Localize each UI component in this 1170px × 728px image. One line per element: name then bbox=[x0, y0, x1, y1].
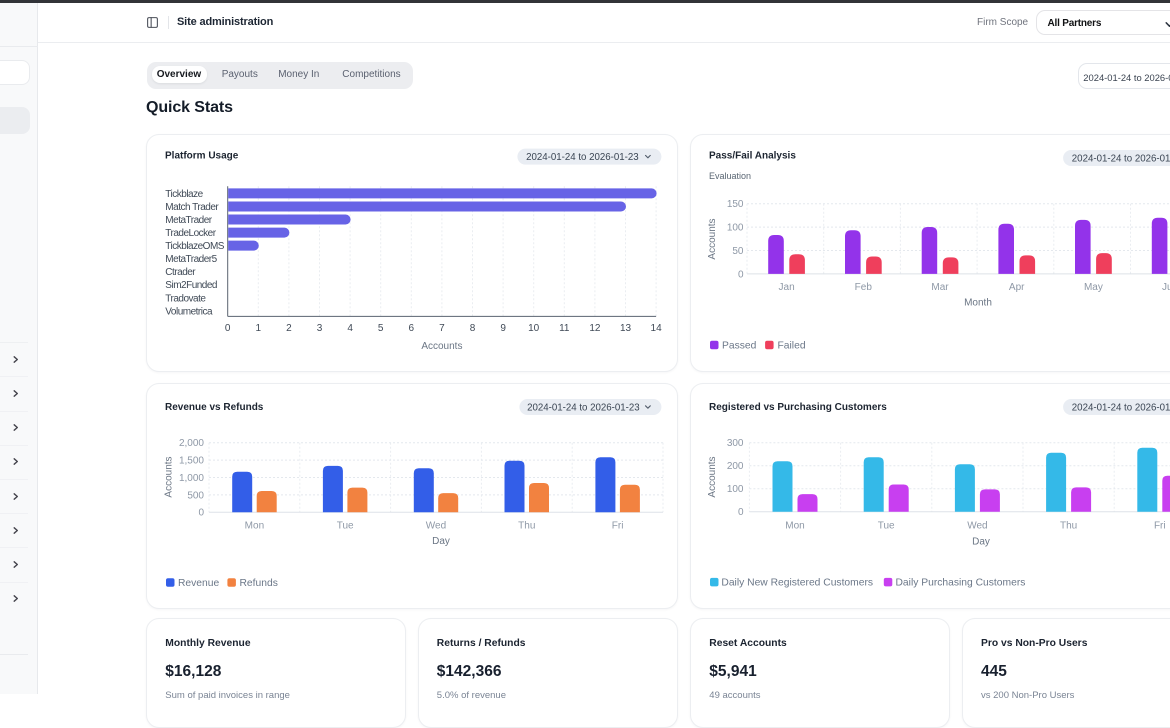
svg-text:Month: Month bbox=[964, 298, 992, 309]
svg-text:Wed: Wed bbox=[426, 520, 446, 531]
svg-text:100: 100 bbox=[727, 484, 744, 495]
svg-text:1,000: 1,000 bbox=[179, 473, 204, 484]
svg-text:Fri: Fri bbox=[612, 520, 624, 531]
svg-text:Sim2Funded: Sim2Funded bbox=[165, 280, 217, 291]
svg-text:Wed: Wed bbox=[967, 520, 987, 531]
svg-text:Tickblaze: Tickblaze bbox=[165, 189, 203, 200]
svg-text:5: 5 bbox=[378, 323, 384, 334]
svg-text:May: May bbox=[1084, 282, 1103, 293]
svg-text:9: 9 bbox=[500, 323, 506, 334]
svg-text:6: 6 bbox=[409, 323, 415, 334]
svg-text:13: 13 bbox=[620, 323, 632, 334]
svg-text:Mon: Mon bbox=[245, 520, 264, 531]
svg-text:Passed: Passed bbox=[722, 340, 757, 351]
svg-text:Failed: Failed bbox=[778, 340, 806, 351]
svg-text:Tue: Tue bbox=[878, 520, 895, 531]
svg-text:MetaTrader: MetaTrader bbox=[165, 215, 212, 226]
svg-text:Day: Day bbox=[972, 537, 990, 548]
svg-text:0: 0 bbox=[225, 323, 231, 334]
svg-text:1: 1 bbox=[256, 323, 262, 334]
svg-text:Volumetrica: Volumetrica bbox=[165, 306, 213, 317]
svg-text:Day: Day bbox=[432, 536, 450, 547]
svg-text:2024-01-24 to 2026-01-23: 2024-01-24 to 2026-01-23 bbox=[527, 403, 640, 414]
svg-text:14: 14 bbox=[651, 323, 663, 334]
svg-text:2024-01-24 to 2026-01-23: 2024-01-24 to 2026-01-23 bbox=[526, 152, 639, 163]
svg-text:Accounts: Accounts bbox=[421, 341, 462, 352]
svg-text:Revenue: Revenue bbox=[178, 578, 219, 589]
svg-text:Match Trader: Match Trader bbox=[165, 202, 219, 213]
svg-text:Accounts: Accounts bbox=[164, 456, 175, 497]
svg-text:Jan: Jan bbox=[779, 282, 795, 293]
svg-text:Accounts: Accounts bbox=[707, 456, 718, 497]
svg-text:TradeLocker: TradeLocker bbox=[165, 228, 216, 239]
svg-text:Daily New Registered Customers: Daily New Registered Customers bbox=[721, 578, 873, 589]
svg-text:Jun: Jun bbox=[1162, 282, 1170, 293]
svg-text:300: 300 bbox=[727, 438, 744, 449]
svg-text:0: 0 bbox=[738, 507, 744, 518]
svg-text:TickblazeOMS: TickblazeOMS bbox=[165, 241, 224, 252]
svg-text:Evaluation: Evaluation bbox=[709, 171, 751, 181]
svg-text:Registered vs Purchasing Custo: Registered vs Purchasing Customers bbox=[709, 402, 887, 413]
svg-text:Pass/Fail Analysis: Pass/Fail Analysis bbox=[709, 150, 796, 161]
svg-text:Mar: Mar bbox=[931, 282, 949, 293]
svg-text:2,000: 2,000 bbox=[179, 438, 204, 449]
svg-text:2024-01-24 to 2026-01-23: 2024-01-24 to 2026-01-23 bbox=[1072, 403, 1170, 414]
svg-text:8: 8 bbox=[470, 323, 476, 334]
svg-text:4: 4 bbox=[347, 323, 353, 334]
svg-text:Platform Usage: Platform Usage bbox=[165, 150, 239, 161]
svg-text:150: 150 bbox=[727, 199, 744, 210]
svg-text:Apr: Apr bbox=[1009, 282, 1025, 293]
svg-text:7: 7 bbox=[439, 323, 445, 334]
svg-text:Refunds: Refunds bbox=[240, 578, 278, 589]
svg-text:Ctrader: Ctrader bbox=[165, 267, 196, 278]
svg-text:Thu: Thu bbox=[518, 520, 535, 531]
svg-text:2: 2 bbox=[286, 323, 292, 334]
svg-text:11: 11 bbox=[559, 323, 570, 334]
svg-text:Feb: Feb bbox=[855, 282, 873, 293]
svg-text:Tue: Tue bbox=[337, 520, 354, 531]
svg-text:500: 500 bbox=[187, 490, 204, 501]
svg-text:Accounts: Accounts bbox=[707, 218, 718, 259]
svg-text:Revenue vs Refunds: Revenue vs Refunds bbox=[165, 402, 264, 413]
svg-text:0: 0 bbox=[738, 269, 744, 280]
svg-text:1,500: 1,500 bbox=[179, 456, 204, 467]
svg-text:Fri: Fri bbox=[1154, 520, 1166, 531]
svg-text:12: 12 bbox=[589, 323, 601, 334]
svg-text:MetaTrader5: MetaTrader5 bbox=[165, 254, 217, 265]
svg-text:Daily Purchasing Customers: Daily Purchasing Customers bbox=[896, 578, 1026, 589]
svg-text:Mon: Mon bbox=[785, 520, 804, 531]
svg-text:10: 10 bbox=[528, 323, 540, 334]
svg-text:Tradovate: Tradovate bbox=[165, 293, 206, 304]
svg-text:3: 3 bbox=[317, 323, 323, 334]
svg-text:50: 50 bbox=[732, 246, 744, 257]
svg-text:100: 100 bbox=[727, 223, 744, 234]
svg-text:2024-01-24 to 2026-01-23: 2024-01-24 to 2026-01-23 bbox=[1072, 154, 1170, 165]
svg-text:0: 0 bbox=[198, 508, 204, 519]
svg-text:200: 200 bbox=[727, 461, 744, 472]
svg-text:Thu: Thu bbox=[1060, 520, 1077, 531]
